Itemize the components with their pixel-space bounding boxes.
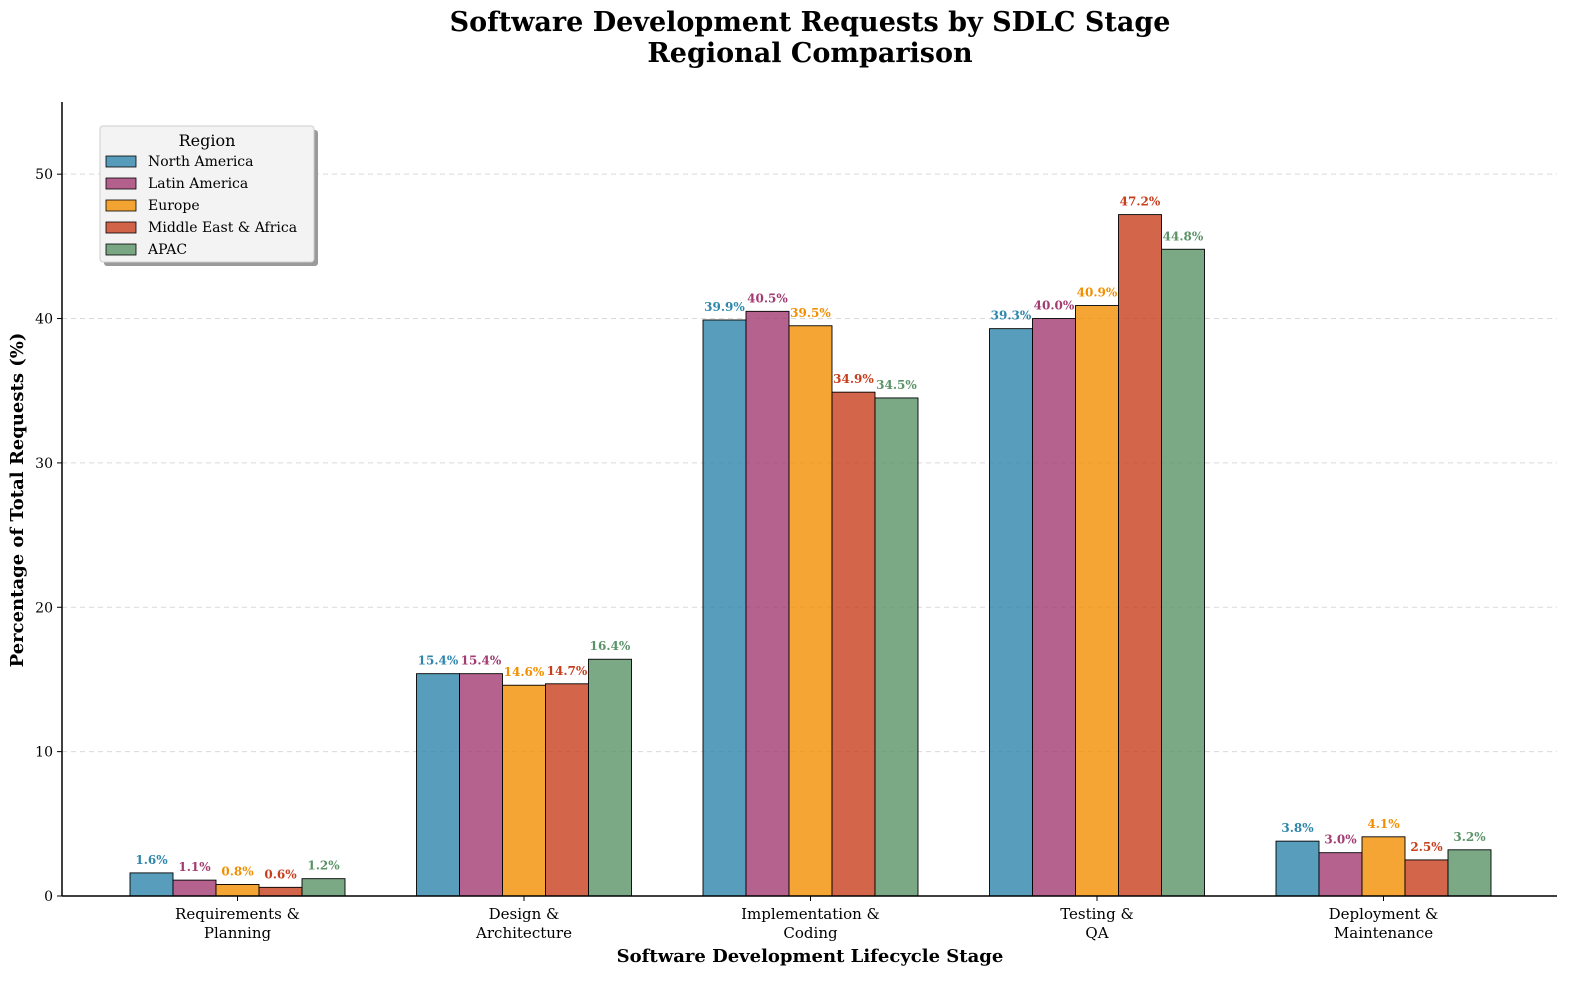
data-label: 39.9% bbox=[704, 300, 745, 314]
x-tick-label-line: Coding bbox=[783, 924, 838, 942]
data-label: 44.8% bbox=[1163, 229, 1204, 243]
chart-subtitle: Regional Comparison bbox=[647, 38, 973, 69]
bar bbox=[258, 886, 303, 897]
x-tick-label-line: Implementation & bbox=[741, 905, 880, 923]
data-label: 1.2% bbox=[307, 859, 340, 873]
bar bbox=[1318, 852, 1363, 897]
x-tick-label-line: Maintenance bbox=[1334, 924, 1433, 942]
x-tick-label-line: Design & bbox=[489, 905, 560, 923]
bar bbox=[1032, 318, 1076, 897]
legend-item-label: Latin America bbox=[148, 176, 248, 192]
bar bbox=[1161, 248, 1205, 897]
y-tick-label: 50 bbox=[35, 167, 53, 183]
bar bbox=[215, 884, 260, 897]
bar bbox=[1361, 836, 1406, 897]
bar bbox=[989, 328, 1033, 897]
x-axis-label: Software Development Lifecycle Stage bbox=[617, 946, 1004, 967]
data-label: 40.9% bbox=[1077, 286, 1118, 300]
x-tick-label-line: Architecture bbox=[475, 924, 572, 942]
y-tick-label: 10 bbox=[35, 745, 53, 761]
x-tick-label: Design & Architecture bbox=[475, 905, 572, 942]
bar bbox=[129, 872, 174, 897]
legend-box bbox=[99, 125, 315, 263]
legend-swatch bbox=[105, 221, 137, 234]
y-tick-label: 20 bbox=[35, 600, 53, 616]
bar bbox=[1075, 305, 1119, 897]
bar bbox=[459, 673, 503, 897]
data-label: 47.2% bbox=[1120, 195, 1161, 209]
x-tick-label: Implementation & Coding bbox=[741, 905, 880, 942]
data-label: 39.5% bbox=[790, 306, 831, 320]
x-tick-label-line: Deployment & bbox=[1329, 905, 1439, 923]
bar bbox=[831, 391, 876, 897]
y-tick-label: 40 bbox=[35, 312, 53, 328]
data-label: 15.4% bbox=[418, 654, 459, 668]
legend-swatch bbox=[105, 155, 137, 168]
legend-item-label: Europe bbox=[148, 198, 200, 214]
legend-swatch bbox=[105, 243, 137, 256]
x-tick-label: Requirements & Planning bbox=[175, 905, 300, 942]
legend-swatch bbox=[105, 199, 137, 212]
legend-swatch bbox=[105, 177, 137, 190]
data-label: 2.5% bbox=[1410, 840, 1443, 854]
y-axis-label: Percentage of Total Requests (%) bbox=[7, 333, 28, 668]
bar bbox=[588, 658, 632, 897]
data-label: 1.1% bbox=[178, 860, 211, 874]
legend: Region North America Latin America Europe Mi… bbox=[99, 125, 318, 266]
legend-item-label: Middle East & Africa bbox=[148, 220, 297, 236]
y-tick-label: 30 bbox=[35, 456, 53, 472]
data-label: 3.2% bbox=[1453, 830, 1486, 844]
axes: 0 10 20 30 40 50 Requirements & Planning Design … bbox=[35, 102, 1557, 942]
data-label: 16.4% bbox=[590, 639, 631, 653]
bar bbox=[172, 879, 217, 897]
bar bbox=[416, 673, 460, 897]
bars bbox=[129, 214, 1492, 897]
data-label: 1.6% bbox=[135, 853, 168, 867]
bar bbox=[1118, 214, 1162, 897]
data-labels: 1.6% 15.4% 39.9% 39.3% 3.8% 1.1% 15.4% 40.5% 40.… bbox=[135, 195, 1486, 882]
legend-item-label: North America bbox=[148, 154, 254, 170]
bar bbox=[745, 310, 790, 897]
data-label: 3.8% bbox=[1281, 821, 1314, 835]
data-label: 40.0% bbox=[1034, 299, 1075, 313]
x-tick-label-line: Planning bbox=[204, 924, 272, 942]
chart-title: Software Development Requests by SDLC St… bbox=[450, 7, 1171, 38]
data-label: 4.1% bbox=[1367, 817, 1400, 831]
data-label: 3.0% bbox=[1324, 833, 1357, 847]
data-label: 40.5% bbox=[747, 291, 788, 305]
bar bbox=[788, 325, 833, 897]
bar bbox=[1275, 840, 1320, 897]
bar bbox=[545, 683, 589, 897]
data-label: 34.5% bbox=[876, 378, 917, 392]
x-tick-label: Testing & QA bbox=[1060, 905, 1134, 942]
x-tick-label: Deployment & Maintenance bbox=[1329, 905, 1439, 942]
data-label: 39.3% bbox=[991, 309, 1032, 323]
legend-title: Region bbox=[179, 131, 236, 150]
bar bbox=[301, 878, 346, 897]
bar bbox=[1404, 859, 1449, 897]
data-label: 15.4% bbox=[461, 654, 502, 668]
bar bbox=[874, 397, 919, 897]
bar bbox=[702, 319, 747, 897]
data-label: 0.6% bbox=[264, 867, 297, 881]
data-label: 14.6% bbox=[504, 665, 545, 679]
bar bbox=[502, 684, 546, 897]
data-label: 34.9% bbox=[833, 372, 874, 386]
data-label: 0.8% bbox=[221, 864, 254, 878]
x-tick-label-line: Testing & bbox=[1060, 905, 1134, 923]
x-tick-label-line: Requirements & bbox=[175, 905, 300, 923]
data-label: 14.7% bbox=[547, 664, 588, 678]
y-tick-label: 0 bbox=[44, 889, 53, 905]
bar bbox=[1447, 849, 1492, 897]
x-tick-label-line: QA bbox=[1085, 924, 1108, 942]
legend-item-label: APAC bbox=[147, 242, 187, 258]
